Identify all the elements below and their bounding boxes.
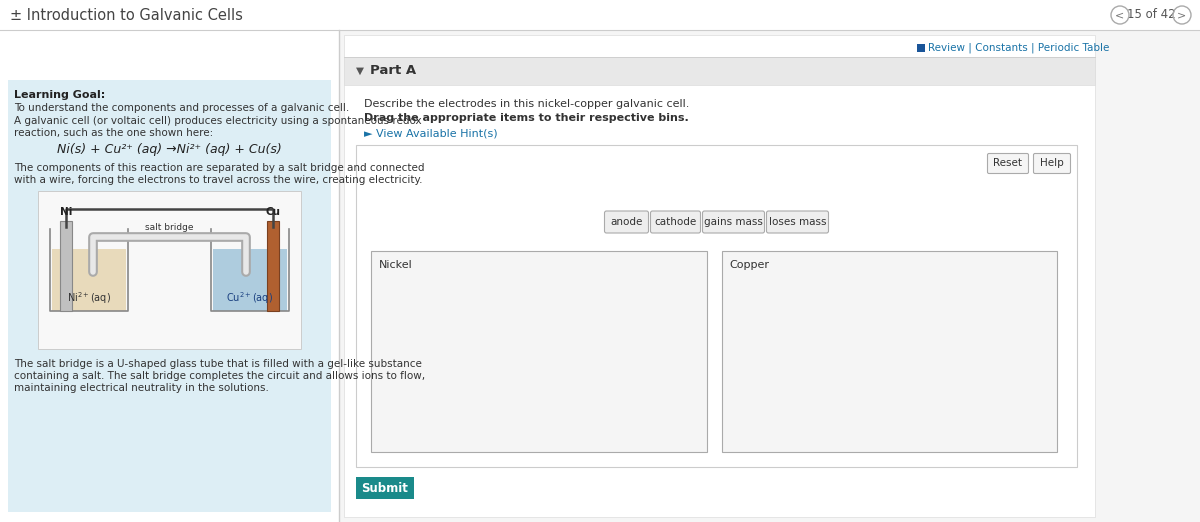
- Text: cathode: cathode: [654, 217, 697, 227]
- Text: 15 of 42: 15 of 42: [1127, 8, 1175, 21]
- Text: >: >: [1177, 10, 1187, 20]
- Text: Reset: Reset: [994, 159, 1022, 169]
- Text: Part A: Part A: [370, 65, 416, 77]
- Text: Ni: Ni: [60, 207, 72, 217]
- FancyBboxPatch shape: [1033, 153, 1070, 173]
- FancyBboxPatch shape: [38, 191, 301, 349]
- Text: To understand the components and processes of a galvanic cell.: To understand the components and process…: [14, 103, 349, 113]
- Text: maintaining electrical neutrality in the solutions.: maintaining electrical neutrality in the…: [14, 383, 269, 393]
- Text: ± Introduction to Galvanic Cells: ± Introduction to Galvanic Cells: [10, 7, 242, 22]
- FancyBboxPatch shape: [0, 0, 1200, 30]
- Text: ▼: ▼: [356, 66, 364, 76]
- FancyBboxPatch shape: [650, 211, 701, 233]
- Text: A galvanic cell (or voltaic cell) produces electricity using a spontaneous redox: A galvanic cell (or voltaic cell) produc…: [14, 116, 421, 126]
- Text: reaction, such as the one shown here:: reaction, such as the one shown here:: [14, 128, 214, 138]
- FancyBboxPatch shape: [340, 30, 1200, 522]
- Text: ► View Available Hint(s): ► View Available Hint(s): [364, 129, 498, 139]
- FancyBboxPatch shape: [917, 44, 925, 52]
- Text: anode: anode: [611, 217, 643, 227]
- FancyBboxPatch shape: [702, 211, 764, 233]
- FancyBboxPatch shape: [344, 35, 1096, 517]
- FancyBboxPatch shape: [356, 145, 1078, 467]
- FancyBboxPatch shape: [988, 153, 1028, 173]
- Text: Review | Constants | Periodic Table: Review | Constants | Periodic Table: [928, 43, 1109, 53]
- Text: Cu: Cu: [265, 207, 281, 217]
- Text: <: <: [1115, 10, 1124, 20]
- FancyBboxPatch shape: [767, 211, 828, 233]
- Text: The components of this reaction are separated by a salt bridge and connected: The components of this reaction are sepa…: [14, 163, 425, 173]
- FancyBboxPatch shape: [52, 249, 126, 311]
- FancyBboxPatch shape: [214, 249, 287, 311]
- Text: Help: Help: [1040, 159, 1064, 169]
- FancyBboxPatch shape: [721, 251, 1057, 452]
- Text: Ni(s) + Cu²⁺ (aq) →Ni²⁺ (aq) + Cu(s): Ni(s) + Cu²⁺ (aq) →Ni²⁺ (aq) + Cu(s): [58, 143, 282, 156]
- FancyBboxPatch shape: [356, 477, 414, 499]
- Text: Describe the electrodes in this nickel-copper galvanic cell.: Describe the electrodes in this nickel-c…: [364, 99, 689, 109]
- FancyBboxPatch shape: [8, 80, 331, 512]
- FancyBboxPatch shape: [0, 30, 340, 522]
- FancyBboxPatch shape: [266, 221, 278, 311]
- Text: loses mass: loses mass: [769, 217, 827, 227]
- Text: The salt bridge is a U-shaped glass tube that is filled with a gel-like substanc: The salt bridge is a U-shaped glass tube…: [14, 359, 422, 369]
- FancyBboxPatch shape: [605, 211, 648, 233]
- Text: Drag the appropriate items to their respective bins.: Drag the appropriate items to their resp…: [364, 113, 689, 123]
- Text: Ni$^{2+}$(aq): Ni$^{2+}$(aq): [67, 290, 112, 306]
- Text: Nickel: Nickel: [379, 260, 413, 270]
- Text: with a wire, forcing the electrons to travel across the wire, creating electrici: with a wire, forcing the electrons to tr…: [14, 175, 422, 185]
- Text: Cu$^{2+}$(aq): Cu$^{2+}$(aq): [227, 290, 274, 306]
- FancyBboxPatch shape: [60, 221, 72, 311]
- Text: containing a salt. The salt bridge completes the circuit and allows ions to flow: containing a salt. The salt bridge compl…: [14, 371, 425, 381]
- Text: Submit: Submit: [361, 481, 408, 494]
- Text: Copper: Copper: [730, 260, 769, 270]
- FancyBboxPatch shape: [344, 57, 1096, 85]
- Text: gains mass: gains mass: [704, 217, 763, 227]
- Text: Learning Goal:: Learning Goal:: [14, 90, 106, 100]
- FancyBboxPatch shape: [371, 251, 707, 452]
- Text: salt bridge: salt bridge: [145, 223, 193, 232]
